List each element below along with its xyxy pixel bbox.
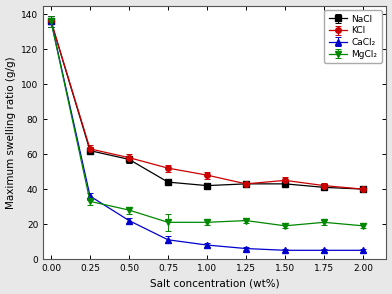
Legend: NaCl, KCl, CaCl₂, MgCl₂: NaCl, KCl, CaCl₂, MgCl₂: [324, 10, 382, 63]
Y-axis label: Maximum swelling ratio (g/g): Maximum swelling ratio (g/g): [5, 56, 16, 209]
X-axis label: Salt concentration (wt%): Salt concentration (wt%): [150, 278, 279, 288]
